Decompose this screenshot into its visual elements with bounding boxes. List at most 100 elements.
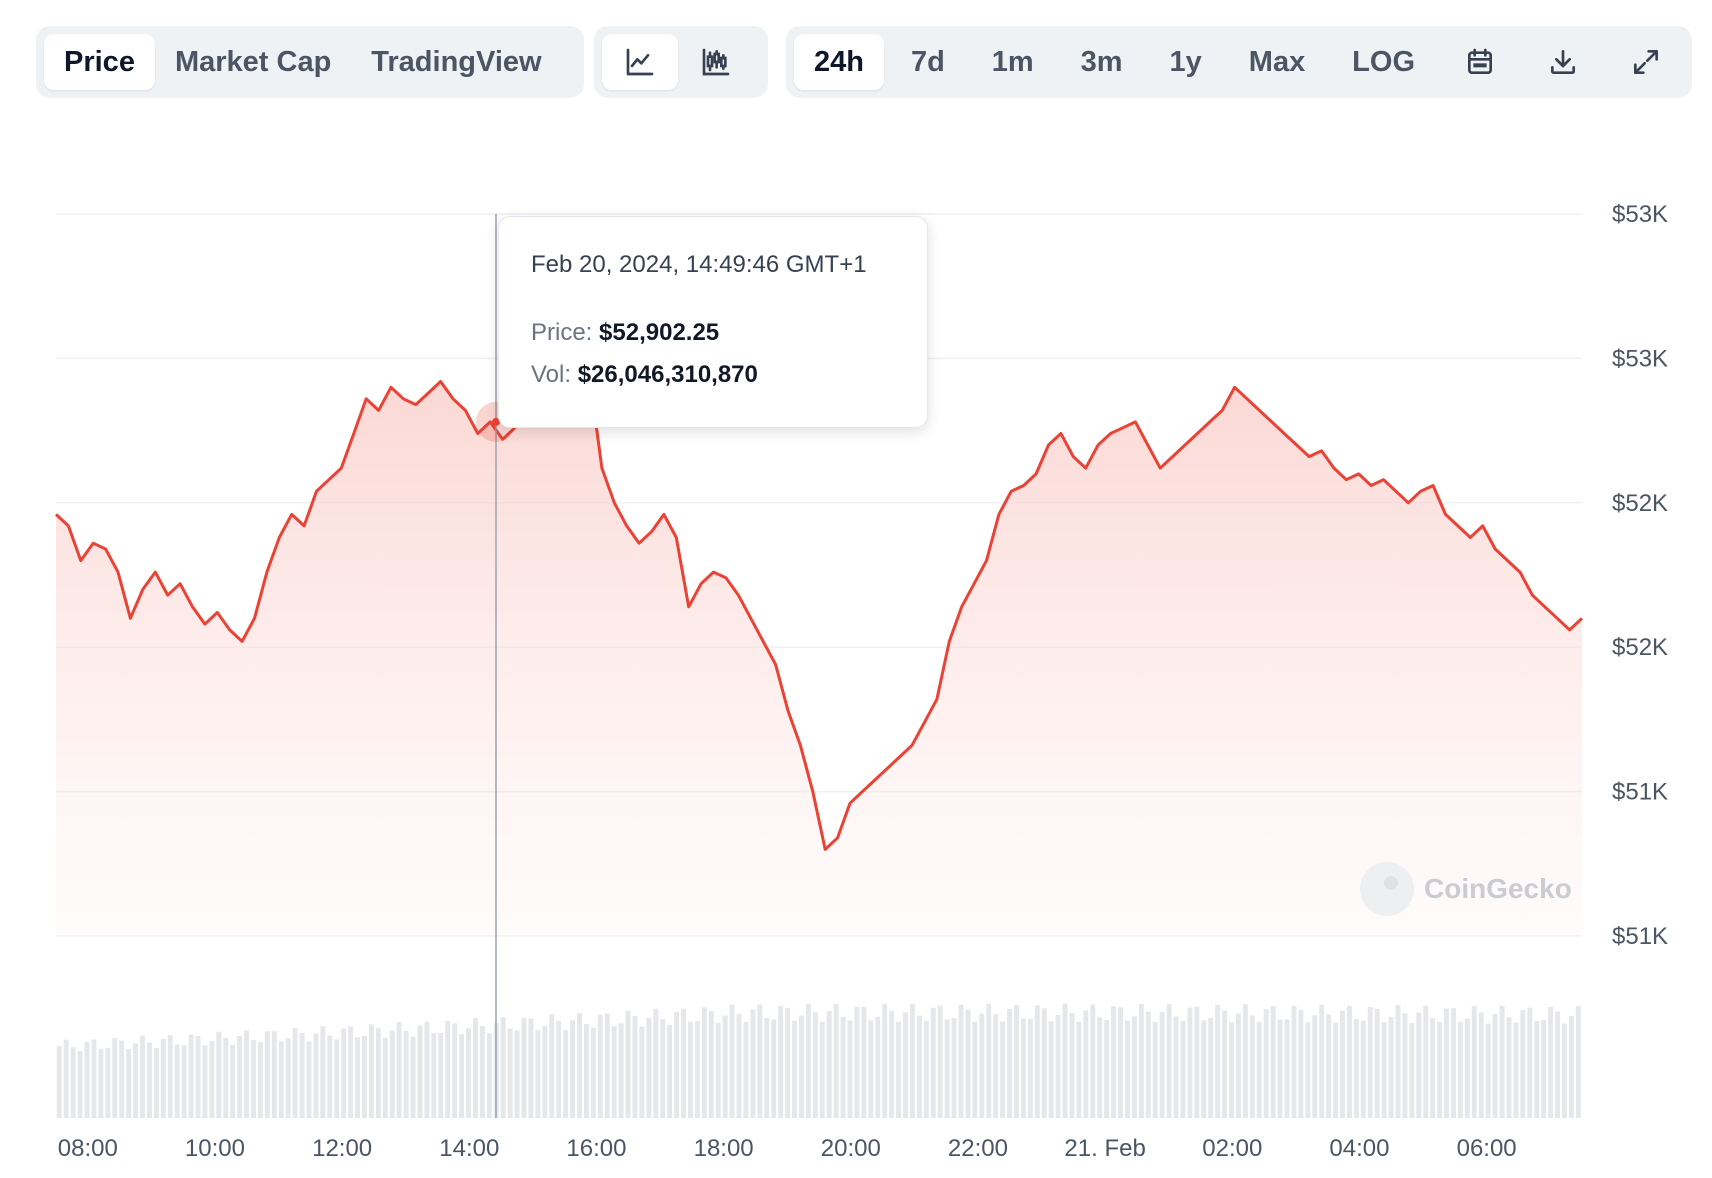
volume-bar [98,1048,104,1118]
volume-bar [958,1004,964,1118]
volume-bar [570,1020,576,1118]
volume-bar [1180,1020,1186,1118]
volume-bar [715,1022,721,1118]
candlestick-chart-icon [702,48,730,76]
volume-bar [348,1026,354,1118]
hover-point [491,417,500,426]
range-3m[interactable]: 3m [1080,45,1123,78]
volume-bar [389,1030,395,1118]
volume-bar [320,1026,326,1118]
calendar-button[interactable] [1442,34,1518,90]
y-tick-label: $53K [1612,201,1668,228]
volume-bar [611,1026,617,1118]
candlestick-chart-button[interactable] [678,34,754,90]
volume-bar [1346,1005,1352,1118]
volume-bar [368,1024,374,1118]
volume-bar [188,1034,194,1118]
volume-bar [56,1046,62,1118]
price-tooltip: Feb 20, 2024, 14:49:46 GMT+1 Price: $52,… [498,216,928,428]
range-group: 24h 7d 1m 3m 1y Max LOG [786,26,1692,98]
range-1y[interactable]: 1y [1169,45,1202,78]
volume-bar [1083,1010,1089,1118]
volume-bar [153,1047,159,1118]
line-chart-button[interactable] [602,34,678,90]
volume-bar [701,1007,707,1118]
volume-bar [1138,1004,1144,1118]
calendar-icon [1467,48,1492,74]
volume-bar [597,1014,603,1118]
volume-bar [1312,1015,1318,1118]
download-button[interactable] [1525,34,1601,90]
volume-bar [1270,1006,1276,1118]
x-tick-label: 14:00 [439,1135,499,1162]
volume-bar [1166,1004,1172,1118]
volume-bar [729,1004,735,1118]
volume-bar [278,1041,284,1118]
volume-bar [285,1038,291,1118]
volume-bar [500,1017,506,1118]
volume-bar [479,1025,485,1118]
volume-bar [1423,1005,1429,1118]
volume-bar [694,1020,700,1118]
volume-bar [1034,1005,1040,1118]
fullscreen-button[interactable] [1608,34,1684,90]
volume-bar [625,1010,631,1118]
volume-bar [223,1037,229,1118]
volume-bar [1208,1017,1214,1118]
volume-bar [972,1021,978,1118]
volume-bar [63,1039,69,1118]
volume-bar [930,1007,936,1118]
volume-bar [861,1006,867,1118]
volume-bar [577,1012,582,1118]
volume-bar [140,1035,145,1118]
volume-bar [466,1028,471,1118]
volume-bar [1416,1012,1422,1118]
x-tick-label: 21. Feb [1064,1135,1145,1162]
volume-bar [708,1010,714,1118]
x-tick-label: 08:00 [58,1135,118,1162]
volume-bar [396,1022,402,1118]
volume-bar [91,1039,97,1118]
volume-bar [792,1021,797,1118]
volume-bar [778,1005,784,1118]
volume-bar [771,1019,777,1118]
volume-bar [1471,1005,1477,1118]
volume-bar [965,1009,971,1118]
volume-bar [1118,1007,1123,1118]
volume-bar [757,1004,763,1118]
volume-bar [1492,1014,1498,1118]
volume-bar [355,1037,360,1118]
volume-bar [1513,1022,1519,1118]
volume-bar [1201,1020,1207,1118]
volume-bar [1222,1010,1228,1118]
volume-bars [56,1003,1581,1118]
range-1m[interactable]: 1m [991,45,1034,78]
y-tick-label: $51K [1612,779,1668,806]
volume-bar [230,1044,236,1118]
volume-bar [1485,1023,1491,1118]
volume-bar [764,1018,770,1118]
volume-bar [590,1027,596,1118]
range-max[interactable]: Max [1248,45,1306,78]
volume-bar [452,1023,458,1118]
x-tick-label: 10:00 [185,1135,245,1162]
range-24h[interactable]: 24h [794,34,884,90]
volume-bar [1069,1012,1075,1118]
tab-market-cap[interactable]: Market Cap [174,45,332,78]
tooltip-vol-value: $26,046,310,870 [577,361,758,388]
volume-bar [160,1038,166,1118]
log-scale-button[interactable]: LOG [1352,45,1416,78]
volume-bar [1409,1023,1415,1118]
tab-tradingview[interactable]: TradingView [371,45,542,78]
tab-price[interactable]: Price [44,34,155,90]
volume-bar [1534,1021,1540,1118]
volume-bar [1444,1008,1450,1118]
volume-bar [382,1037,388,1118]
volume-bar [105,1047,111,1118]
volume-bar [521,1017,527,1118]
range-7d[interactable]: 7d [910,45,945,78]
volume-bar [459,1034,465,1118]
volume-bar [1367,1007,1373,1118]
volume-bar [514,1030,520,1118]
